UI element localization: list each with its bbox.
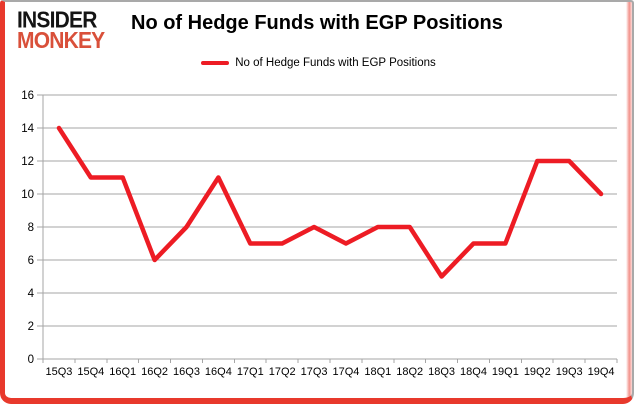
chart-title: No of Hedge Funds with EGP Positions bbox=[131, 12, 503, 34]
y-tick-label: 0 bbox=[28, 354, 34, 366]
x-tick-label: 17Q1 bbox=[237, 366, 264, 378]
y-tick-label: 8 bbox=[28, 222, 34, 234]
x-tick-label: 18Q4 bbox=[460, 366, 487, 378]
y-tick-label: 6 bbox=[28, 255, 34, 267]
x-tick-label: 16Q3 bbox=[173, 366, 200, 378]
chart-legend: No of Hedge Funds with EGP Positions bbox=[5, 57, 632, 69]
x-tick-label: 16Q2 bbox=[141, 366, 168, 378]
x-tick-label: 17Q4 bbox=[332, 366, 359, 378]
insider-monkey-logo: INSIDER MONKEY bbox=[17, 7, 105, 54]
x-tick-label: 18Q2 bbox=[396, 366, 423, 378]
y-tick-label: 12 bbox=[21, 156, 34, 168]
y-tick-label: 14 bbox=[21, 123, 34, 135]
y-tick-label: 10 bbox=[21, 189, 34, 201]
x-tick-label: 15Q4 bbox=[77, 366, 104, 378]
legend-label: No of Hedge Funds with EGP Positions bbox=[235, 57, 436, 69]
x-tick-label: 19Q4 bbox=[588, 366, 615, 378]
y-tick-label: 4 bbox=[28, 288, 35, 300]
y-tick-label: 16 bbox=[21, 90, 34, 102]
y-tick-label: 2 bbox=[28, 321, 34, 333]
x-tick-label: 16Q4 bbox=[205, 366, 232, 378]
x-tick-label: 17Q3 bbox=[301, 366, 328, 378]
legend-line-swatch bbox=[201, 61, 230, 65]
x-tick-label: 19Q2 bbox=[524, 366, 551, 378]
logo-text-monkey: MONKEY bbox=[17, 28, 105, 54]
x-tick-label: 16Q1 bbox=[109, 366, 136, 378]
line-chart: 0 2 4 6 8 10 12 14 16 15Q3 15Q4 16Q1 16Q2 16Q3 16Q4 17Q… bbox=[21, 90, 618, 378]
x-tick-label: 18Q3 bbox=[428, 366, 455, 378]
x-tick-label: 15Q3 bbox=[45, 366, 72, 378]
x-tick-label: 18Q1 bbox=[364, 366, 391, 378]
series-line bbox=[56, 125, 604, 279]
x-tick-label: 17Q2 bbox=[269, 366, 296, 378]
x-tick-label: 19Q1 bbox=[492, 366, 519, 378]
x-tick-label: 19Q3 bbox=[556, 366, 583, 378]
logo-text-insider: INSIDER bbox=[17, 7, 97, 33]
